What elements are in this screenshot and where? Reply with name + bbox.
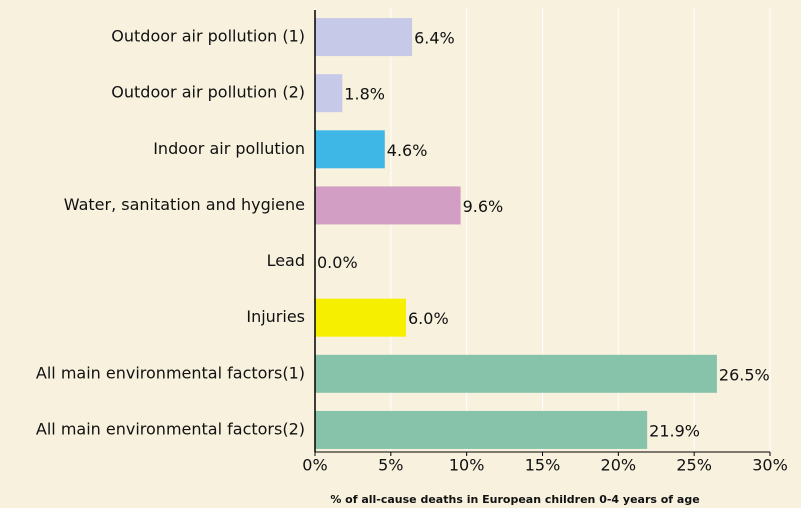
x-tick-label: 5% bbox=[378, 456, 403, 475]
x-tick-label: 20% bbox=[601, 456, 637, 475]
x-tick-label: 30% bbox=[752, 456, 788, 475]
data-label: 26.5% bbox=[719, 365, 770, 384]
bar bbox=[315, 354, 717, 393]
y-tick-label: Outdoor air pollution (2) bbox=[111, 83, 305, 102]
data-label: 21.9% bbox=[649, 421, 700, 440]
bar bbox=[315, 298, 406, 337]
data-label: 0.0% bbox=[317, 253, 358, 272]
data-label: 4.6% bbox=[387, 141, 428, 160]
data-label: 6.4% bbox=[414, 29, 455, 48]
data-label: 9.6% bbox=[463, 197, 504, 216]
y-tick-label: All main environmental factors(1) bbox=[36, 363, 305, 382]
y-tick-label: Outdoor air pollution (1) bbox=[111, 27, 305, 46]
bar bbox=[315, 74, 343, 113]
x-tick-label: 15% bbox=[525, 456, 561, 475]
y-tick-label: Indoor air pollution bbox=[153, 139, 305, 158]
y-tick-label: Lead bbox=[267, 251, 305, 270]
data-label: 1.8% bbox=[344, 85, 385, 104]
y-tick-label: Injuries bbox=[246, 307, 305, 326]
bar bbox=[315, 18, 413, 57]
x-tick-label: 25% bbox=[676, 456, 712, 475]
bar bbox=[315, 186, 461, 225]
x-tick-label: 0% bbox=[302, 456, 327, 475]
y-tick-label: All main environmental factors(2) bbox=[36, 419, 305, 438]
x-tick-label: 10% bbox=[449, 456, 485, 475]
x-axis-label: % of all-cause deaths in European childr… bbox=[330, 493, 699, 506]
bar bbox=[315, 130, 385, 169]
data-label: 6.0% bbox=[408, 309, 449, 328]
y-tick-label: Water, sanitation and hygiene bbox=[64, 195, 305, 214]
bar bbox=[315, 410, 648, 449]
